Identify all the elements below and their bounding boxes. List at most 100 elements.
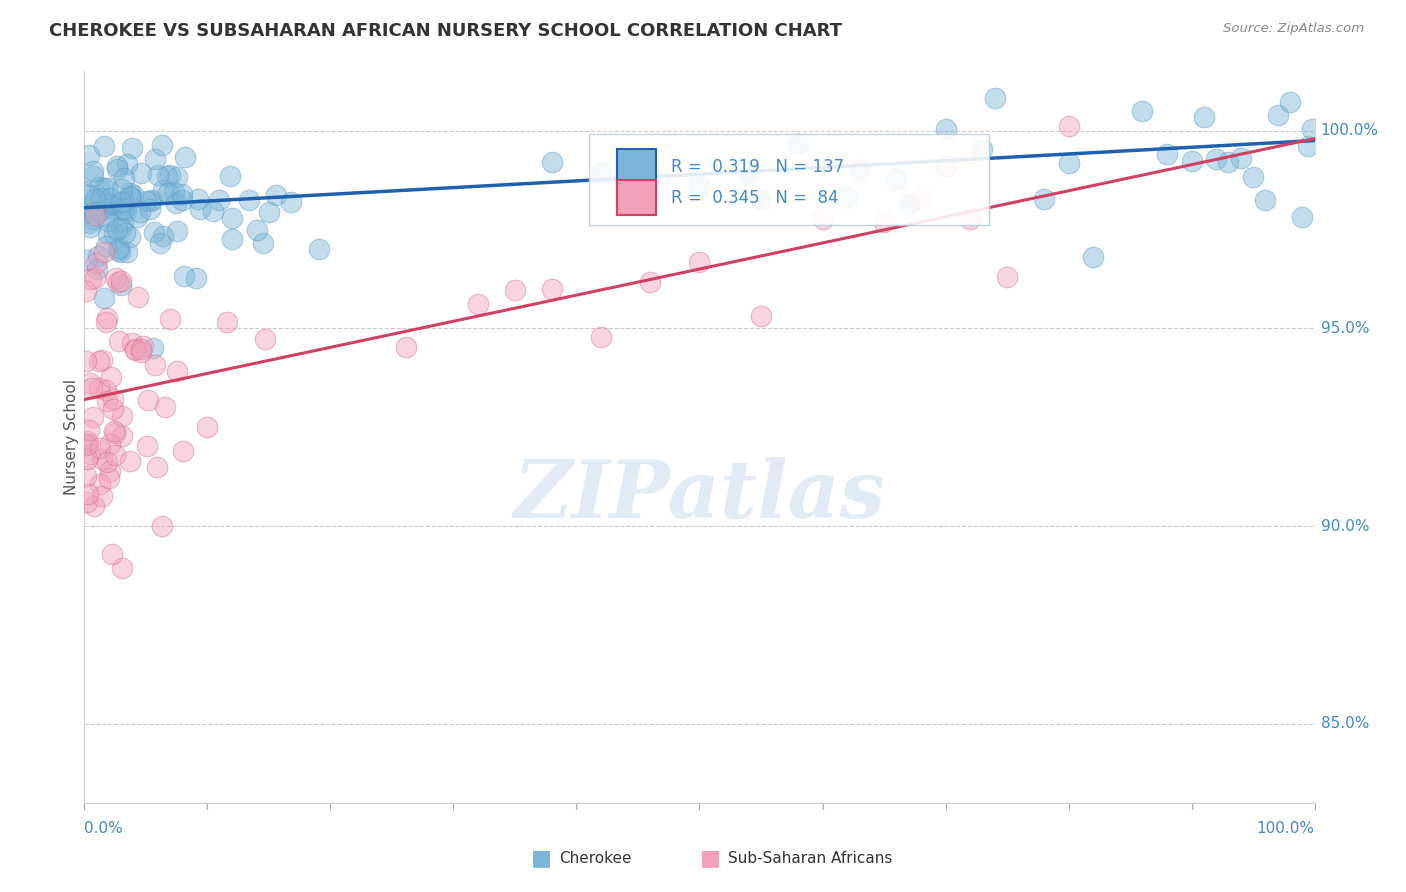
Point [873,215,896,229]
Point [108,334,131,348]
Point [190,202,212,216]
Point [105,159,128,173]
Point [76,434,98,449]
Point [93,139,115,153]
Point [90,489,112,503]
Point [118,189,141,203]
Point [112,194,135,209]
Point [100,370,122,384]
Point [96,394,118,409]
Point [112,214,135,228]
Point [195,420,218,434]
Point [80,272,103,286]
Point [142,341,165,355]
Point [112,171,135,186]
Point [1181,153,1204,168]
Point [82,409,104,424]
Point [124,342,146,356]
Point [76,188,98,202]
Point [152,229,174,244]
Point [1241,169,1264,184]
Point [115,245,138,260]
Point [238,194,260,208]
Text: Sub-Saharan Africans: Sub-Saharan Africans [728,851,893,865]
Point [308,243,330,257]
Text: 85.0%: 85.0% [1320,716,1369,731]
Point [115,203,138,218]
Text: Source: ZipAtlas.com: Source: ZipAtlas.com [1223,22,1364,36]
Point [749,309,772,323]
Point [82,164,104,178]
Point [1267,108,1289,122]
Point [128,205,150,219]
Point [1033,192,1056,206]
Point [103,424,125,438]
Point [75,438,97,452]
Point [111,194,134,208]
Point [103,402,125,417]
Point [935,121,957,136]
Point [150,519,173,533]
Point [139,194,162,208]
Point [156,169,179,184]
Point [221,211,243,226]
Point [1291,211,1313,225]
Point [1192,110,1215,124]
Point [105,221,128,235]
Point [83,500,105,514]
Point [93,181,115,195]
Point [120,190,142,204]
Point [1156,147,1178,161]
Point [984,91,1007,105]
Point [172,187,194,202]
Point [1130,104,1153,119]
Text: 100.0%: 100.0% [1320,123,1379,138]
Point [118,230,141,244]
Point [80,381,103,395]
Point [1057,156,1080,170]
Point [172,194,194,208]
Point [111,409,134,423]
Point [111,182,134,196]
Point [221,232,243,246]
Point [186,270,208,285]
Text: ZIPatlas: ZIPatlas [513,457,886,534]
Text: 100.0%: 100.0% [1257,821,1315,836]
Point [98,191,121,205]
Text: 90.0%: 90.0% [1320,518,1369,533]
Point [114,226,136,240]
Point [107,244,129,258]
Point [738,166,761,180]
Point [257,205,280,219]
Point [118,186,141,200]
Point [101,197,124,211]
Point [84,271,107,285]
Point [129,344,152,359]
Point [108,245,131,260]
Point [146,459,169,474]
Point [79,447,101,461]
Point [100,197,122,211]
Point [93,291,115,305]
Point [811,211,834,226]
Point [76,252,98,267]
Point [173,150,195,164]
Point [112,202,135,216]
Text: R =  0.319   N = 137: R = 0.319 N = 137 [671,158,845,176]
Point [149,235,172,250]
Point [166,169,188,184]
Point [135,194,157,209]
Point [73,184,96,198]
Point [122,188,145,202]
Point [77,198,100,212]
Point [219,169,242,183]
Point [138,393,160,408]
Point [1218,155,1240,169]
Point [84,208,107,222]
Point [125,210,148,224]
Point [121,141,143,155]
Text: R =  0.345   N =  84: R = 0.345 N = 84 [671,189,839,207]
Point [141,193,163,207]
Point [91,353,114,368]
FancyBboxPatch shape [589,134,988,225]
